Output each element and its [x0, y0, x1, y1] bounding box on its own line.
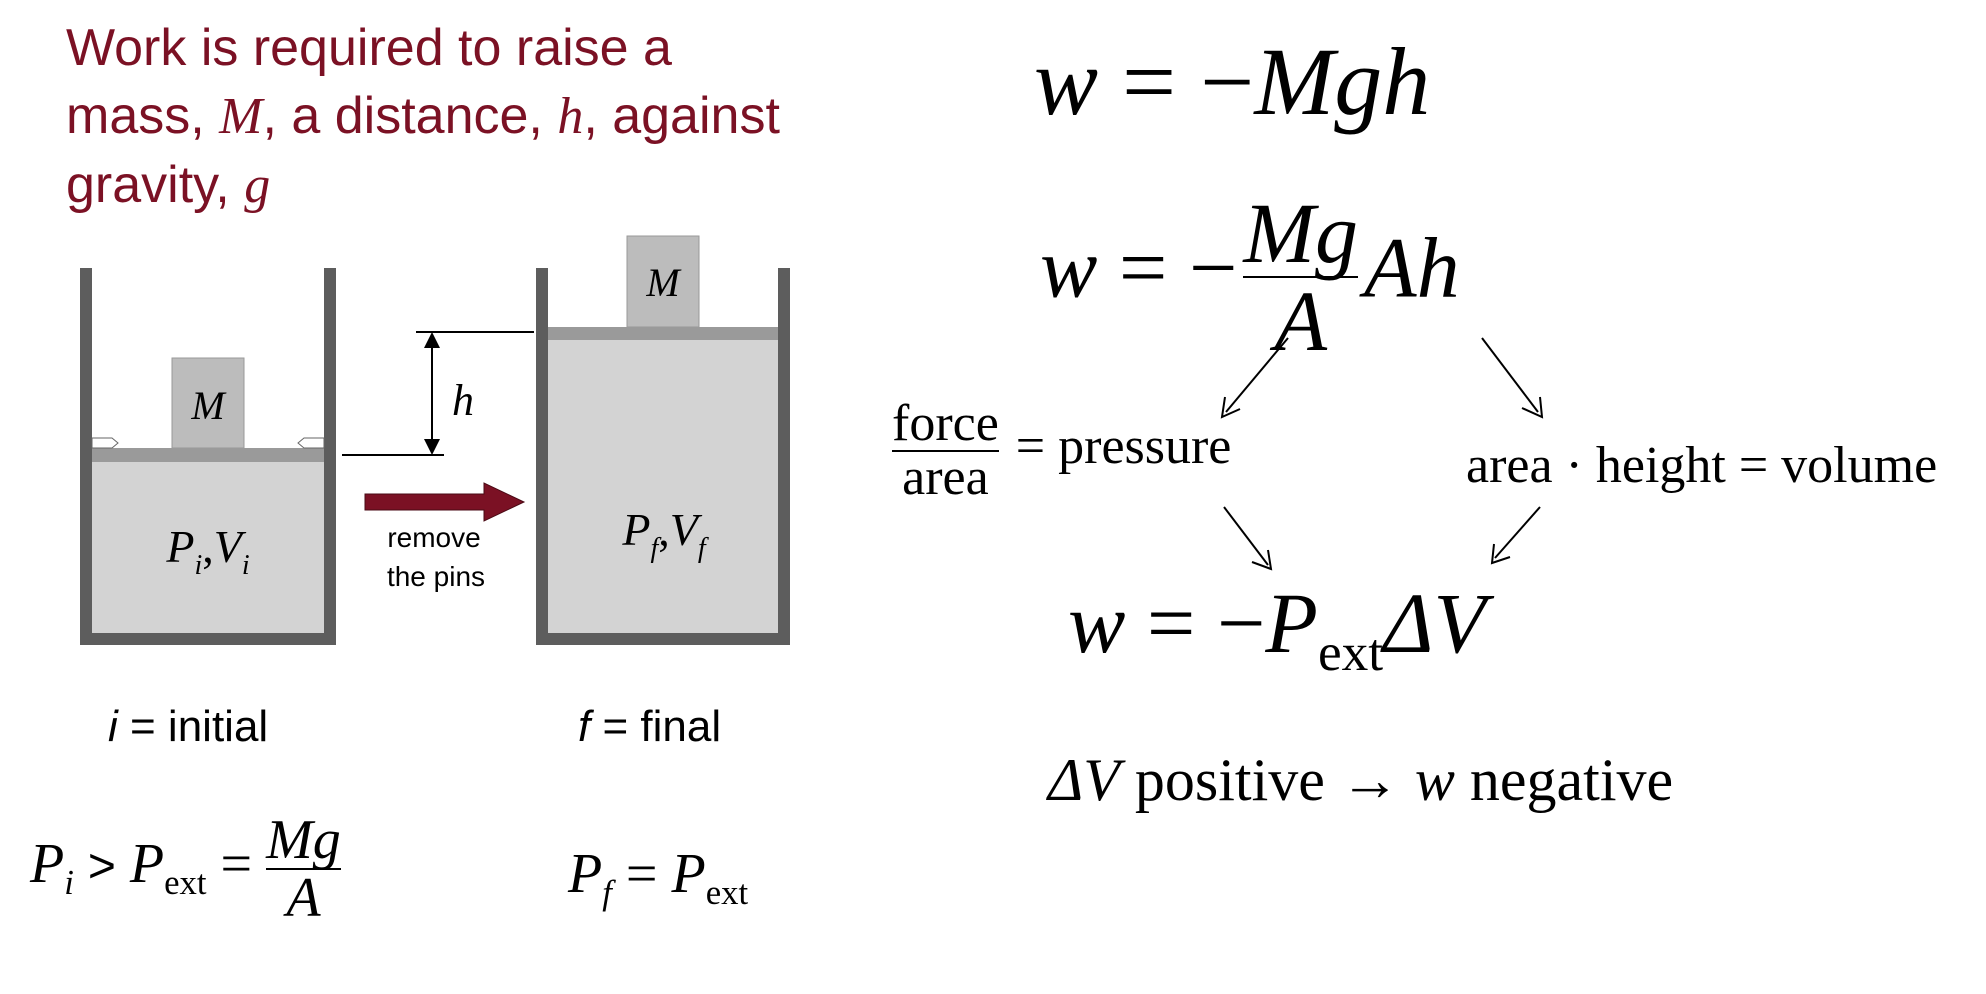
arrow-from-volume-icon [1494, 506, 1541, 559]
derivation-arrows [1220, 337, 1544, 571]
final-caption: f = final [578, 702, 722, 751]
arrow-label-line1: remove [387, 522, 480, 553]
work-equation-pdv: w = −PextΔV [1068, 575, 1487, 683]
right-pin-icon [297, 437, 325, 449]
process-arrow: remove the pins [364, 482, 526, 592]
mg-over-a-fraction: Mg A [266, 809, 341, 929]
gravity-symbol: g [244, 157, 271, 214]
arrow-to-volume-head-icon [1521, 396, 1544, 419]
arrow-from-pressure-head-icon [1251, 549, 1273, 571]
arrow-label-line2: the pins [387, 561, 485, 592]
initial-state-label: Pi,Vi [165, 521, 249, 581]
remove-pins-arrow-icon [364, 482, 526, 522]
distance-symbol: h [557, 88, 584, 145]
volume-definition: area · height = volume [1466, 437, 1938, 494]
final-condition: Pf = Pext [568, 843, 749, 913]
height-label: h [452, 376, 474, 425]
final-state-label: Pf,Vf [621, 504, 709, 564]
arrow-to-volume-icon [1481, 337, 1539, 413]
final-left-wall [536, 268, 548, 645]
initial-mass-label: M [190, 383, 227, 428]
initial-mass-block [171, 357, 245, 449]
initial-bottom-wall [80, 633, 336, 645]
initial-cylinder: M Pi,Vi [80, 268, 336, 645]
initial-left-wall [80, 268, 92, 645]
arrow-to-pressure-head-icon [1220, 396, 1241, 419]
initial-caption: i = initial [108, 702, 269, 751]
height-arrow-down-icon [424, 439, 440, 455]
title-text-3: , against gravity, [66, 87, 780, 214]
arrow-from-volume-head-icon [1490, 543, 1511, 565]
initial-piston [92, 448, 324, 462]
mass-symbol: M [219, 88, 263, 145]
title-text-2: , a distance, [262, 87, 558, 145]
height-arrow-up-icon [424, 332, 440, 348]
initial-gas [92, 462, 332, 633]
force-over-area-fraction: force area [892, 395, 999, 506]
arrow-to-pressure-icon [1225, 337, 1289, 413]
slide-title: Work is required to raise a mass, M, a d… [66, 14, 786, 220]
final-mass-block [626, 235, 700, 328]
final-gas [548, 340, 778, 633]
pressure-definition: force area = pressure [888, 398, 1231, 504]
height-indicator: h [342, 331, 534, 456]
final-right-wall [778, 268, 790, 645]
final-mass-label: M [645, 260, 682, 305]
initial-condition: Pi > Pext = Mg A [30, 809, 341, 929]
work-equation-mgah: w = − Mg A Ah [1040, 185, 1460, 369]
left-pin-icon [91, 437, 119, 449]
final-bottom-wall [536, 633, 790, 645]
final-piston [548, 327, 778, 340]
arrow-from-pressure-icon [1223, 506, 1269, 566]
initial-right-wall [324, 268, 336, 645]
mg-over-a-large-fraction: Mg A [1243, 185, 1359, 369]
title-text-1: Work is required to raise a mass, [66, 19, 672, 145]
final-cylinder: M Pf,Vf [536, 235, 790, 645]
sign-conclusion: ΔV positive → w negative [1048, 747, 1674, 813]
work-equation-mgh: w = −Mgh [1034, 28, 1431, 135]
